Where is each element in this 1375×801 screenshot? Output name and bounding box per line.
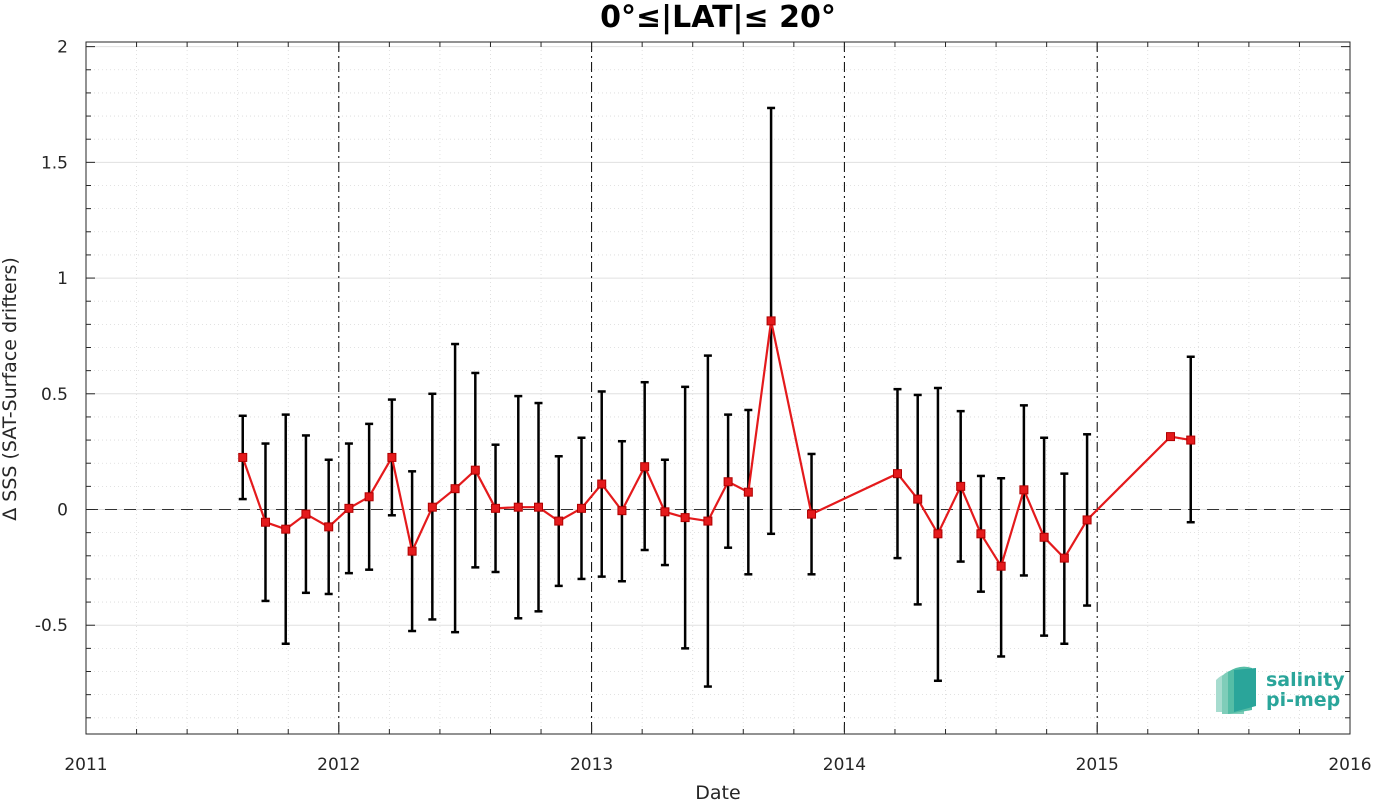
data-point	[407, 546, 417, 556]
data-point	[956, 481, 966, 491]
data-point	[660, 507, 670, 517]
waves-logo-icon	[1216, 666, 1256, 714]
data-point	[1166, 432, 1176, 442]
data-point	[976, 529, 986, 539]
y-tick-label: 1	[57, 269, 68, 289]
x-tick-label: 2011	[64, 755, 107, 775]
x-axis-label: Date	[695, 782, 740, 801]
error-bars	[238, 106, 1195, 688]
y-axis-label: Δ SSS (SAT-Surface drifters)	[0, 257, 21, 521]
salinity-pi-mep-logo: salinity pi-mep	[1216, 666, 1345, 714]
logo-line2: pi-mep	[1266, 689, 1340, 711]
series-line	[241, 319, 1191, 568]
y-tick-label: 2	[57, 38, 68, 58]
data-point	[554, 516, 564, 526]
x-tick-label: 2013	[570, 755, 613, 775]
tick-labels: 2011 2012 2013 2014 2015 2016 -0.5 0 0.5 1 1.5 2	[35, 38, 1372, 775]
data-point	[364, 492, 374, 502]
y-tick-label: 0.5	[41, 385, 68, 405]
data-point	[680, 513, 690, 523]
data-point	[427, 502, 437, 512]
data-point	[743, 487, 753, 497]
x-tick-label: 2016	[1328, 755, 1371, 775]
data-markers	[238, 316, 1196, 571]
data-point	[491, 503, 501, 513]
y-tick-label: 1.5	[41, 153, 68, 173]
chart-title: 0°≤|LAT|≤ 20°	[600, 0, 836, 35]
data-point	[281, 524, 291, 534]
data-point	[344, 503, 354, 513]
data-point	[933, 529, 943, 539]
y-tick-label: 0	[57, 501, 68, 521]
data-point	[324, 522, 334, 532]
data-point	[238, 452, 248, 462]
data-point	[913, 494, 923, 504]
data-point	[387, 452, 397, 462]
data-point	[1019, 485, 1029, 495]
data-point	[260, 517, 270, 527]
data-point	[470, 465, 480, 475]
data-point	[617, 506, 627, 516]
data-point	[1082, 515, 1092, 525]
data-point	[723, 477, 733, 487]
data-point	[301, 509, 311, 519]
data-point	[1039, 532, 1049, 542]
data-point	[766, 316, 776, 326]
data-point	[513, 502, 523, 512]
plot-frame	[85, 41, 1351, 735]
x-tick-label: 2012	[317, 755, 360, 775]
data-point	[534, 502, 544, 512]
x-tick-label: 2015	[1076, 755, 1119, 775]
data-point	[640, 462, 650, 472]
data-point	[892, 469, 902, 479]
data-point	[996, 561, 1006, 571]
data-line	[241, 319, 1191, 568]
logo-line1: salinity	[1266, 669, 1345, 691]
data-point	[450, 484, 460, 494]
axes	[85, 41, 1351, 735]
data-point	[703, 516, 713, 526]
y-tick-label: -0.5	[35, 616, 68, 636]
data-point	[597, 479, 607, 489]
grid	[86, 42, 1350, 734]
x-tick-label: 2014	[823, 755, 866, 775]
data-point	[576, 503, 586, 513]
data-point	[1186, 435, 1196, 445]
data-point	[807, 509, 817, 519]
data-point	[1059, 553, 1069, 563]
